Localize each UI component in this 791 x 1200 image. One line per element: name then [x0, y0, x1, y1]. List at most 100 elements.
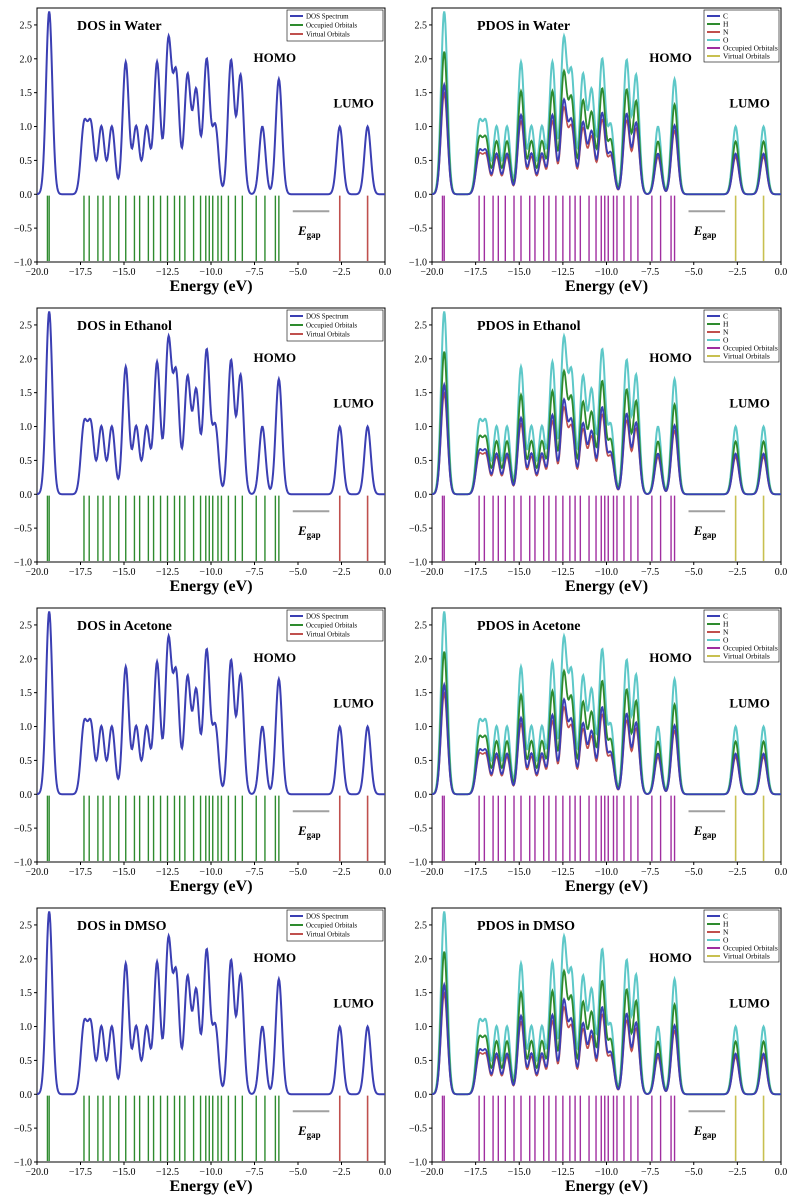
- y-tick-label: 2.0: [20, 954, 33, 965]
- y-tick-label: 0.5: [415, 756, 428, 767]
- pdos-panel-3: −1.0 −0.5 0.0 0.5 1.0 1.5 2.0 2.5 −20.0 −17.5 −15.…: [409, 307, 787, 595]
- legend-label: N: [723, 328, 729, 337]
- x-tick-label: −20.0: [25, 867, 48, 878]
- y-tick-label: −0.5: [409, 524, 427, 535]
- dos-spectrum-line: [36, 11, 385, 196]
- y-tick-label: 1.0: [20, 722, 33, 733]
- x-tick-label: −15.0: [112, 567, 135, 578]
- egap-sub: gap: [702, 530, 716, 540]
- x-tick-label: −17.5: [69, 267, 92, 278]
- x-tick-label: −10.0: [595, 267, 618, 278]
- x-tick-label: −2.5: [728, 267, 746, 278]
- y-tick-label: 1.0: [415, 122, 428, 133]
- x-tick-label: 0.0: [379, 867, 392, 878]
- x-tick-label: −17.5: [464, 867, 487, 878]
- pdos-c-line: [431, 681, 781, 796]
- homo-label: HOMO: [254, 350, 297, 365]
- y-tick-label: 1.5: [415, 388, 428, 399]
- egap-sub: gap: [307, 1130, 321, 1140]
- egap-main: E: [297, 823, 307, 838]
- egap-label: Egap: [297, 223, 321, 240]
- x-tick-label: −15.0: [508, 567, 531, 578]
- y-tick-label: 2.0: [415, 54, 428, 65]
- x-tick-label: −17.5: [69, 567, 92, 578]
- y-tick-label: 1.0: [20, 422, 33, 433]
- legend-label: DOS Spectrum: [306, 913, 349, 921]
- chart-title: PDOS in Acetone: [477, 619, 580, 634]
- y-tick-label: 2.0: [415, 654, 428, 665]
- x-tick-label: −12.5: [156, 1167, 179, 1178]
- x-tick-label: −17.5: [69, 867, 92, 878]
- x-tick-label: −17.5: [464, 1167, 487, 1178]
- x-tick-label: −20.0: [420, 1167, 443, 1178]
- legend-label: Occupied Orbitals: [306, 22, 357, 30]
- x-tick-label: −2.5: [332, 267, 350, 278]
- chart-title: DOS in DMSO: [77, 919, 167, 934]
- legend-box: [703, 309, 780, 363]
- x-axis-label: Energy (eV): [565, 1178, 648, 1195]
- y-tick-label: −0.5: [14, 824, 32, 835]
- lumo-label: LUMO: [333, 396, 373, 411]
- y-tick-label: 0.5: [415, 156, 428, 167]
- x-tick-label: −10.0: [595, 567, 618, 578]
- x-tick-label: −12.5: [156, 267, 179, 278]
- y-tick-label: −0.5: [409, 1124, 427, 1135]
- y-tick-label: −0.5: [14, 224, 32, 235]
- y-tick-label: 1.5: [20, 88, 33, 99]
- homo-label: HOMO: [649, 350, 692, 365]
- legend-label: H: [723, 620, 729, 629]
- x-tick-label: −10.0: [199, 567, 222, 578]
- y-tick-label: 1.5: [20, 688, 33, 699]
- legend-label: Virtual Orbitals: [306, 931, 350, 939]
- legend-label: Occupied Orbitals: [306, 922, 357, 930]
- y-tick-label: 2.5: [415, 920, 428, 931]
- legend-box: [703, 609, 780, 663]
- y-tick-label: 2.0: [20, 54, 33, 65]
- pdos-c-line: [431, 981, 781, 1096]
- x-tick-label: −20.0: [420, 567, 443, 578]
- egap-main: E: [693, 523, 703, 538]
- y-tick-label: −0.5: [14, 1124, 32, 1135]
- x-tick-label: −17.5: [464, 267, 487, 278]
- dos-spectrum-line: [36, 611, 385, 796]
- y-tick-label: 2.5: [20, 320, 33, 331]
- chart-title: DOS in Acetone: [77, 619, 172, 634]
- egap-label: Egap: [693, 823, 717, 840]
- egap-sub: gap: [702, 230, 716, 240]
- y-tick-label: 0.0: [20, 790, 33, 801]
- x-tick-label: −10.0: [199, 867, 222, 878]
- pdos-panel-1: −1.0 −0.5 0.0 0.5 1.0 1.5 2.0 2.5 −20.0 −17.5 −15.…: [409, 7, 787, 295]
- y-tick-label: 0.5: [20, 156, 33, 167]
- legend-label: C: [723, 612, 728, 621]
- egap-label: Egap: [693, 1123, 717, 1140]
- y-tick-label: 1.5: [415, 88, 428, 99]
- egap-label: Egap: [297, 523, 321, 540]
- y-tick-label: 2.5: [415, 320, 428, 331]
- x-tick-label: −5.0: [289, 567, 307, 578]
- legend-label: Virtual Orbitals: [723, 952, 770, 961]
- legend-label: Virtual Orbitals: [306, 31, 350, 39]
- x-tick-label: −12.5: [156, 567, 179, 578]
- lumo-label: LUMO: [333, 996, 373, 1011]
- homo-label: HOMO: [649, 950, 692, 965]
- y-tick-label: 1.5: [415, 988, 428, 999]
- x-tick-label: −7.5: [245, 267, 263, 278]
- lumo-label: LUMO: [729, 396, 769, 411]
- legend-label: N: [723, 28, 729, 37]
- y-tick-label: 2.5: [20, 620, 33, 631]
- plot-frame: [36, 607, 386, 863]
- legend-label: Occupied Orbitals: [306, 622, 357, 630]
- x-tick-label: 0.0: [379, 1167, 392, 1178]
- legend-label: DOS Spectrum: [306, 13, 349, 21]
- dos-panel-0: −1.0 −0.5 0.0 0.5 1.0 1.5 2.0 2.5 −20.0 −17.5 −15.…: [14, 7, 391, 295]
- legend-label: C: [723, 12, 728, 21]
- egap-main: E: [297, 223, 307, 238]
- y-tick-label: −1.0: [14, 558, 32, 569]
- y-tick-label: 0.5: [20, 456, 33, 467]
- x-tick-label: −12.5: [551, 567, 574, 578]
- y-tick-label: 1.5: [20, 988, 33, 999]
- x-axis-label: Energy (eV): [169, 1178, 252, 1195]
- homo-label: HOMO: [649, 50, 692, 65]
- y-tick-label: 0.5: [415, 456, 428, 467]
- pdos-c-line: [431, 81, 781, 196]
